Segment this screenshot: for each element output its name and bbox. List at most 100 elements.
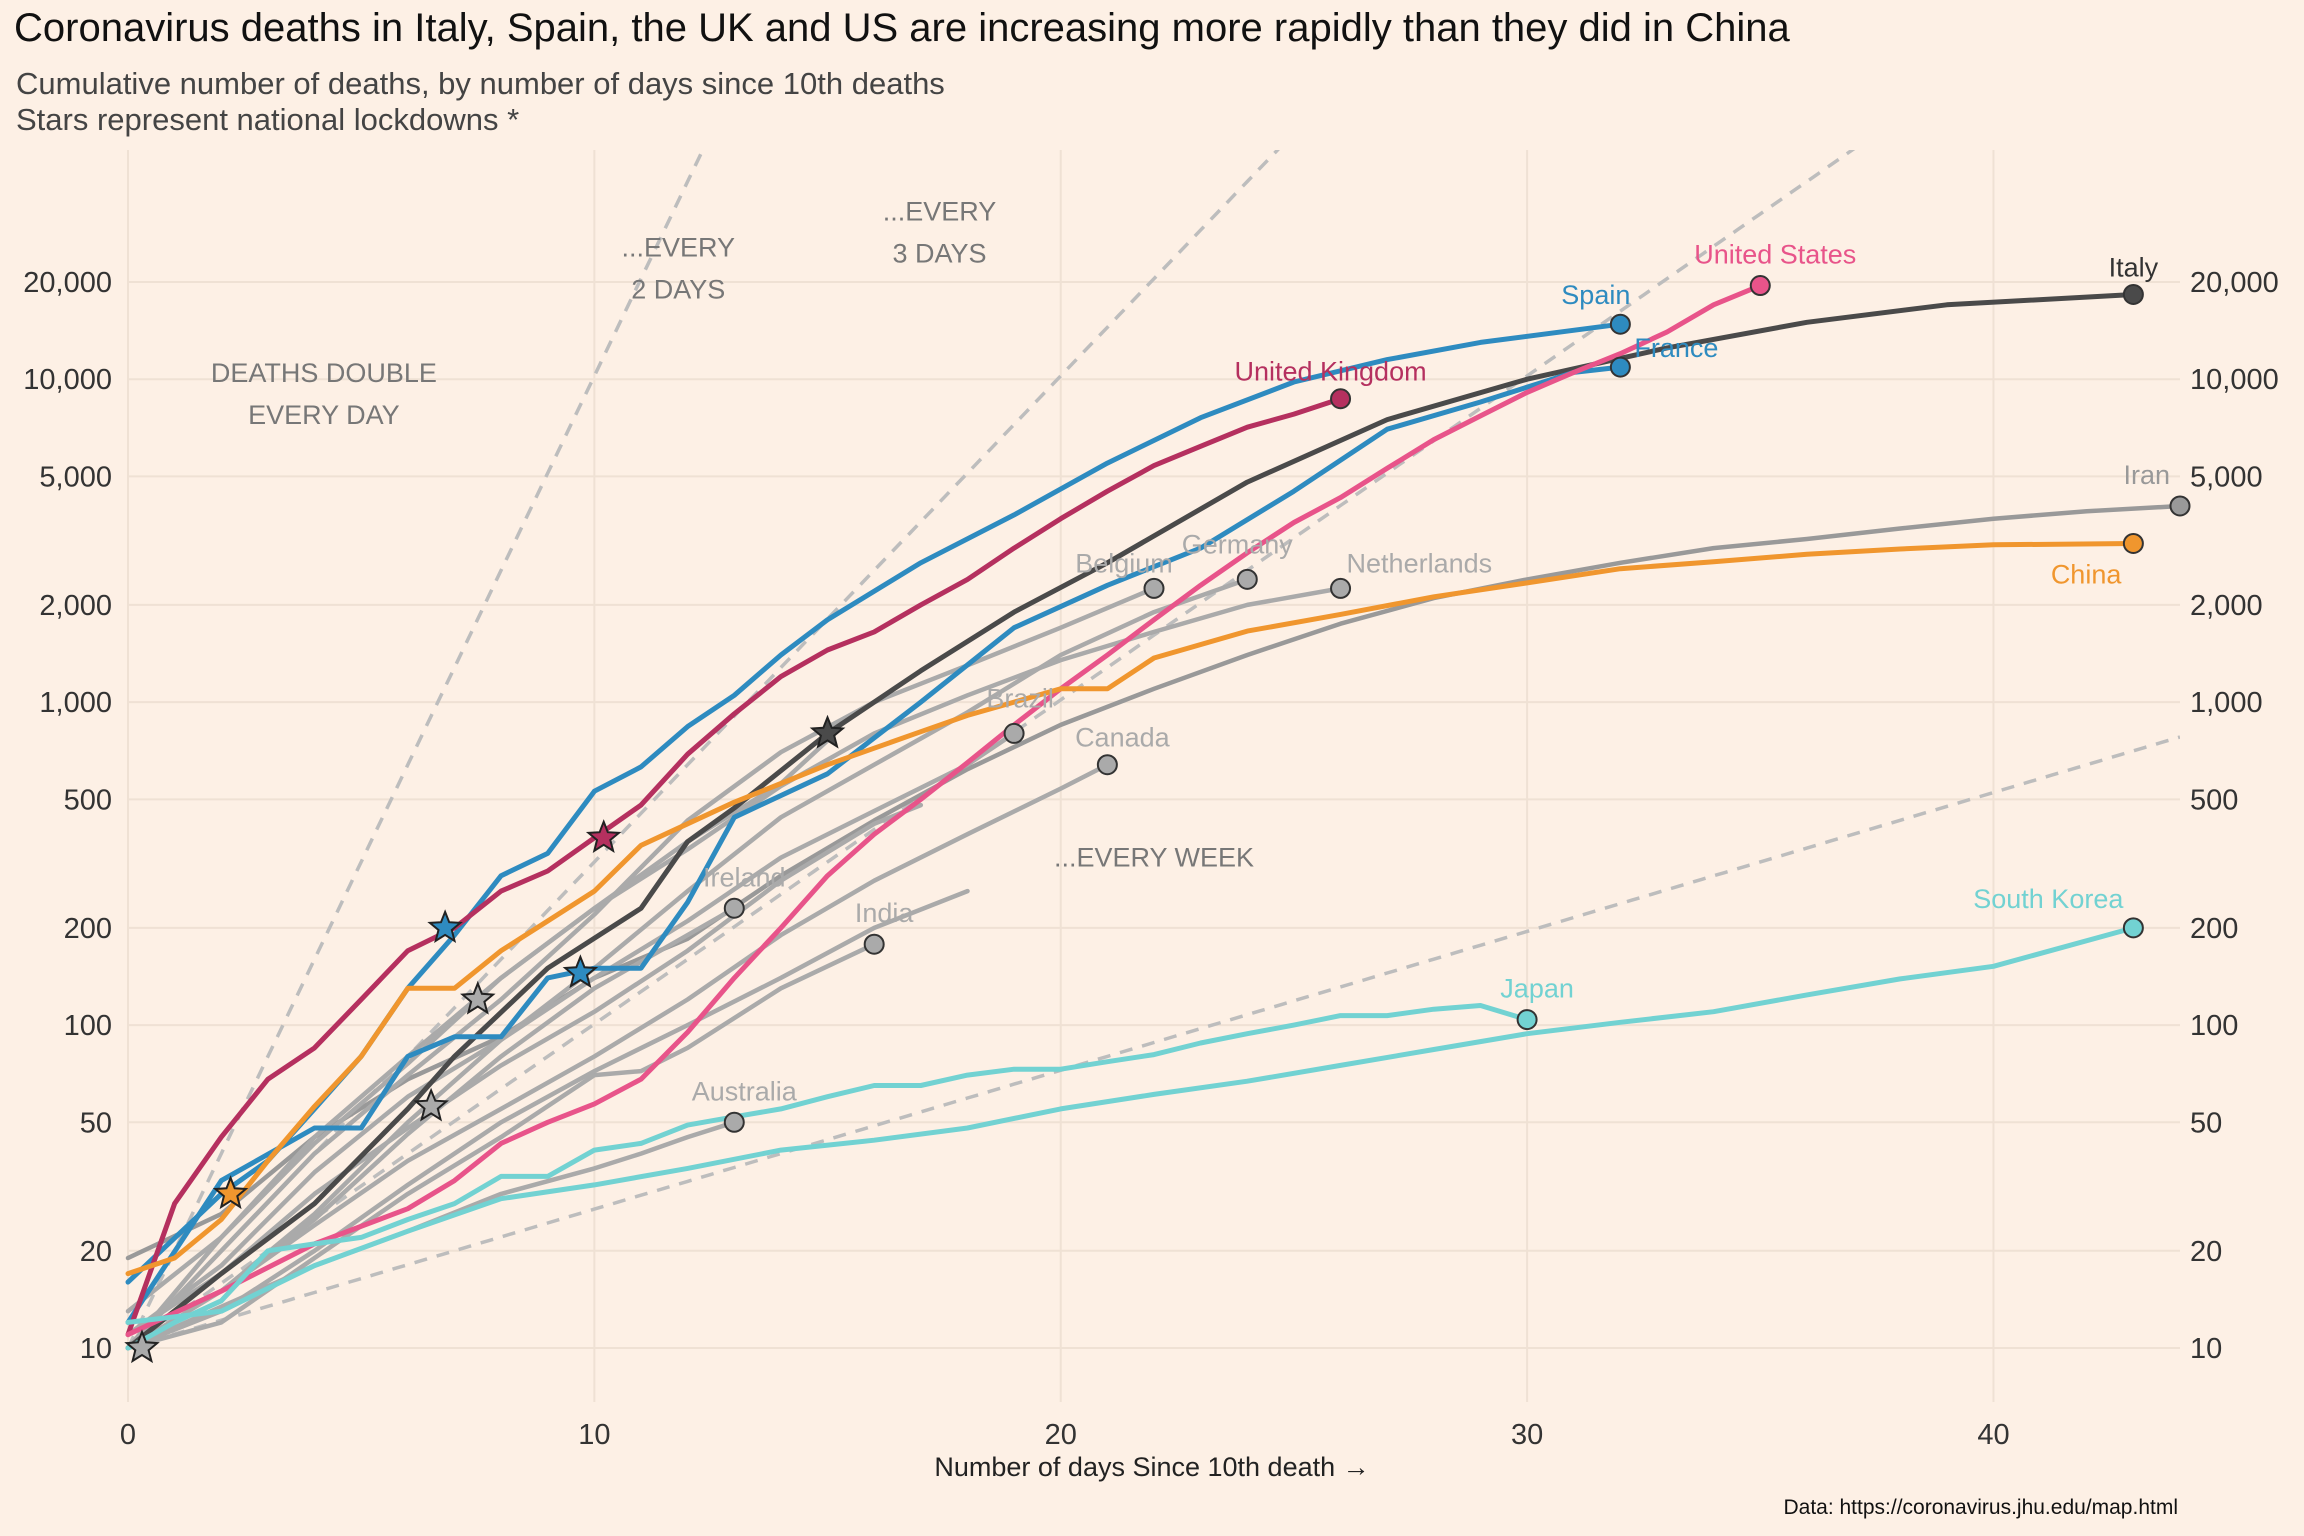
lockdown-star — [212, 1175, 249, 1210]
series-label: Germany — [1182, 529, 1294, 559]
reference-line-label: ...EVERY — [883, 197, 997, 227]
series-label: China — [2051, 559, 2123, 589]
y-tick-label-left: 2,000 — [39, 590, 112, 622]
data-source-caption: Data: https://coronavirus.jhu.edu/map.ht… — [1783, 1496, 2178, 1519]
doubling-reference-line — [128, 150, 705, 1349]
series-end-marker — [2169, 495, 2191, 517]
series-line — [125, 364, 1623, 1325]
y-tick-label-right: 2,000 — [2190, 590, 2263, 622]
series-label: United States — [1694, 240, 1856, 270]
reference-line-label: ...EVERY — [622, 232, 736, 262]
series-end-marker — [1003, 722, 1025, 744]
series-line — [125, 503, 2183, 1261]
reference-line-label: 3 DAYS — [892, 239, 986, 269]
chart-subtitle-line-1: Cumulative number of deaths, by number o… — [16, 66, 945, 101]
chart-subtitle-line-2: Stars represent national lockdowns * — [16, 102, 520, 137]
series-label: Australia — [692, 1076, 798, 1106]
series-end-marker — [1749, 275, 1771, 297]
series-line — [125, 541, 2136, 1277]
series-end-marker — [2122, 917, 2144, 939]
series-line — [125, 396, 1343, 1338]
series-label: United Kingdom — [1234, 357, 1426, 387]
series-label: Netherlands — [1347, 548, 1493, 578]
series-line — [125, 906, 737, 1351]
y-tick-label-right: 10 — [2190, 1333, 2222, 1365]
lockdown-star — [413, 1087, 449, 1122]
series-line — [125, 762, 1110, 1337]
x-tick-label: 40 — [1977, 1419, 2009, 1451]
reference-line-label: ...EVERY WEEK — [1054, 842, 1254, 872]
series-line — [125, 888, 970, 1351]
series-line — [125, 1003, 1530, 1351]
series-label: India — [855, 898, 915, 928]
lockdown-star — [809, 714, 846, 749]
y-tick-label-left: 100 — [64, 1010, 112, 1042]
series-label: Belgium — [1075, 548, 1173, 578]
series-end-marker — [1330, 577, 1352, 599]
series-label: Italy — [2109, 252, 2159, 282]
y-tick-label-left: 200 — [64, 913, 112, 945]
gridlines — [127, 150, 2180, 1402]
series-label: South Korea — [1973, 884, 2124, 914]
y-tick-label-right: 1,000 — [2190, 687, 2263, 719]
series-label: Japan — [1500, 974, 1574, 1004]
highlighted-series-lines — [125, 283, 2136, 1351]
lockdown-star-markers — [124, 714, 846, 1364]
x-tick-label: 20 — [1045, 1419, 1077, 1451]
series-end-marker — [1143, 577, 1165, 599]
y-tick-label-left: 1,000 — [39, 687, 112, 719]
chart-title: Coronavirus deaths in Italy, Spain, the … — [14, 6, 1790, 50]
series-end-markers — [723, 275, 2191, 1133]
series-line — [125, 802, 924, 1337]
reference-line-label: DEATHS DOUBLE — [211, 358, 437, 388]
y-tick-label-left: 5,000 — [39, 461, 112, 493]
series-label: Canada — [1075, 723, 1171, 753]
y-tick-label-left: 20,000 — [23, 267, 112, 299]
series-end-marker — [1330, 388, 1352, 410]
series-end-marker — [863, 933, 885, 955]
y-tick-label-right: 5,000 — [2190, 461, 2263, 493]
x-axis-label: Number of days Since 10th death → — [934, 1452, 1370, 1482]
series-end-marker — [723, 1111, 745, 1133]
y-tick-label-left: 500 — [64, 784, 112, 816]
x-tick-label: 0 — [120, 1419, 136, 1451]
y-tick-label-right: 500 — [2190, 784, 2238, 816]
series-line — [125, 738, 830, 1314]
series-label: Iran — [2123, 460, 2170, 490]
lockdown-star — [585, 819, 622, 854]
series-line — [125, 731, 1017, 1337]
series-end-marker — [723, 897, 745, 919]
series-line — [125, 292, 2136, 1351]
y-tick-label-right: 200 — [2190, 913, 2238, 945]
x-tick-label: 10 — [578, 1419, 610, 1451]
series-label: Brazil — [986, 683, 1054, 713]
reference-line-label: EVERY DAY — [248, 400, 400, 430]
series-end-marker — [1609, 313, 1631, 335]
series-end-marker — [1236, 568, 1258, 590]
series-label: France — [1634, 333, 1718, 363]
series-line — [125, 577, 1250, 1337]
series-end-marker — [1609, 356, 1631, 378]
y-tick-label-left: 50 — [80, 1107, 112, 1139]
y-tick-label-right: 10,000 — [2190, 364, 2279, 396]
y-tick-label-right: 50 — [2190, 1107, 2222, 1139]
doubling-reference-line — [128, 150, 1856, 1350]
lockdown-star — [427, 909, 463, 943]
doubling-reference-lines: DEATHS DOUBLE EVERY DAY ...EVERY 2 DAYS ...E… — [128, 150, 2180, 1350]
lockdown-star — [124, 1329, 160, 1364]
y-tick-label-left: 20 — [80, 1236, 112, 1268]
series-end-marker — [2122, 283, 2144, 305]
series-label: Spain — [1561, 280, 1630, 310]
series-end-marker — [1516, 1009, 1538, 1031]
x-tick-label: 30 — [1511, 1419, 1543, 1451]
y-tick-label-left: 10 — [80, 1333, 112, 1365]
lockdown-star — [460, 980, 496, 1015]
series-label: Ireland — [703, 862, 786, 892]
series-end-marker — [1096, 754, 1118, 776]
series-line — [125, 925, 2136, 1325]
series-line — [125, 283, 1763, 1338]
reference-line-label: 2 DAYS — [631, 274, 725, 304]
series-line — [125, 586, 1157, 1351]
